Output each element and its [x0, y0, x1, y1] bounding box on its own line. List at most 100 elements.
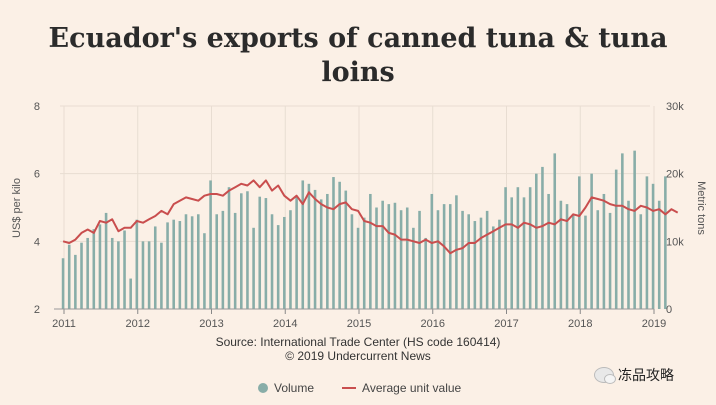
y-right-tick-label: 10k — [666, 236, 684, 248]
volume-bar — [608, 212, 612, 309]
volume-bar — [264, 198, 268, 309]
volume-bar — [375, 207, 378, 309]
volume-bar — [246, 191, 249, 309]
volume-bar — [221, 210, 225, 309]
legend-volume-swatch — [258, 383, 268, 393]
volume-bar — [289, 210, 292, 309]
y-left-tick-label: 8 — [34, 101, 40, 113]
volume-bar — [362, 217, 366, 309]
y-axis-right-title: Metric tons — [695, 181, 707, 235]
volume-bar — [418, 210, 421, 309]
watermark-text: 冻品攻略 — [618, 367, 674, 383]
legend-volume-label: Volume — [274, 381, 315, 395]
volume-bar — [442, 204, 446, 309]
volume-bar — [559, 200, 563, 309]
volume-bar — [522, 197, 526, 309]
y-left-tick-label: 2 — [34, 304, 40, 316]
volume-bar — [240, 193, 243, 309]
volume-bar — [498, 219, 501, 309]
volume-bar — [209, 180, 212, 309]
x-tick-label: 2017 — [494, 318, 518, 330]
x-tick-label: 2018 — [568, 318, 592, 330]
volume-bar — [627, 200, 630, 309]
volume-bar — [344, 190, 348, 309]
volume-bar — [448, 204, 452, 309]
volume-bar — [565, 204, 569, 309]
volume-bar — [147, 241, 151, 309]
volume-bar — [455, 195, 458, 309]
x-tick-label: 2012 — [126, 318, 150, 330]
volume-bar — [110, 237, 114, 309]
legend: Volume Average unit value — [258, 381, 461, 395]
volume-bar — [547, 193, 550, 309]
volume-bar — [135, 219, 139, 309]
unit-value-line — [62, 179, 679, 255]
x-tick-label: 2011 — [52, 318, 76, 330]
volume-bar — [129, 278, 132, 309]
volume-bar — [104, 212, 108, 309]
volume-bar — [387, 204, 391, 309]
volume-bar — [172, 219, 175, 309]
volume-bar — [252, 227, 255, 309]
volume-bar — [424, 237, 427, 309]
chart-title: Ecuador's exports of canned tuna & tuna … — [48, 23, 668, 88]
volume-bar — [528, 187, 532, 309]
volume-bar — [86, 237, 89, 309]
watermark: 冻品攻略 — [594, 362, 674, 388]
volume-bar — [381, 200, 384, 309]
volume-bar — [117, 241, 120, 309]
volume-bar — [338, 181, 341, 309]
x-tick-label: 2015 — [347, 318, 371, 330]
volume-bar — [516, 187, 520, 309]
volume-bar — [405, 207, 409, 309]
volume-bar — [430, 193, 434, 309]
volume-bars — [61, 150, 667, 309]
y-left-tick-label: 6 — [34, 169, 40, 181]
y-axis-left-title: US$ per kilo — [11, 178, 23, 238]
volume-bar — [485, 210, 489, 309]
x-tick-label: 2013 — [199, 318, 223, 330]
volume-bar — [301, 180, 305, 309]
volume-bar — [645, 176, 649, 309]
volume-bar — [664, 176, 667, 309]
y-right-tick-label: 30k — [666, 101, 684, 113]
volume-bar — [651, 183, 655, 309]
volume-bar — [467, 214, 470, 309]
volume-bar — [510, 197, 514, 309]
source-text: Source: International Trade Center (HS c… — [215, 335, 501, 349]
volume-bar — [639, 214, 643, 309]
legend-unit-value-label: Average unit value — [362, 381, 462, 395]
volume-bar — [491, 226, 495, 309]
volume-bar — [215, 214, 219, 309]
copyright-text: © 2019 Undercurrent News — [285, 349, 431, 363]
legend-unit-value-swatch — [342, 387, 357, 389]
volume-bar — [350, 214, 354, 309]
volume-bar — [307, 183, 311, 309]
volume-bar — [412, 227, 415, 309]
volume-bar — [571, 214, 575, 309]
volume-bar — [98, 224, 102, 309]
volume-bar — [461, 210, 464, 309]
volume-bar — [356, 227, 360, 309]
volume-bar — [319, 199, 323, 309]
volume-bar — [578, 176, 581, 309]
volume-bar — [596, 210, 600, 309]
volume-bar — [67, 244, 71, 309]
volume-bar — [614, 169, 618, 309]
volume-bar — [535, 173, 538, 309]
volume-bar — [473, 221, 477, 309]
volume-bar — [258, 196, 262, 309]
wechat-icon — [594, 367, 616, 384]
volume-bar — [295, 196, 298, 309]
volume-bar — [313, 189, 317, 309]
volume-bar — [504, 187, 507, 309]
volume-bar — [283, 216, 286, 309]
x-tick-label: 2016 — [421, 318, 445, 330]
volume-bar — [92, 229, 96, 309]
volume-bar — [553, 153, 557, 309]
volume-bar — [436, 210, 440, 309]
volume-bar — [399, 210, 403, 309]
volume-bar — [153, 226, 157, 309]
volume-bar — [123, 230, 126, 309]
